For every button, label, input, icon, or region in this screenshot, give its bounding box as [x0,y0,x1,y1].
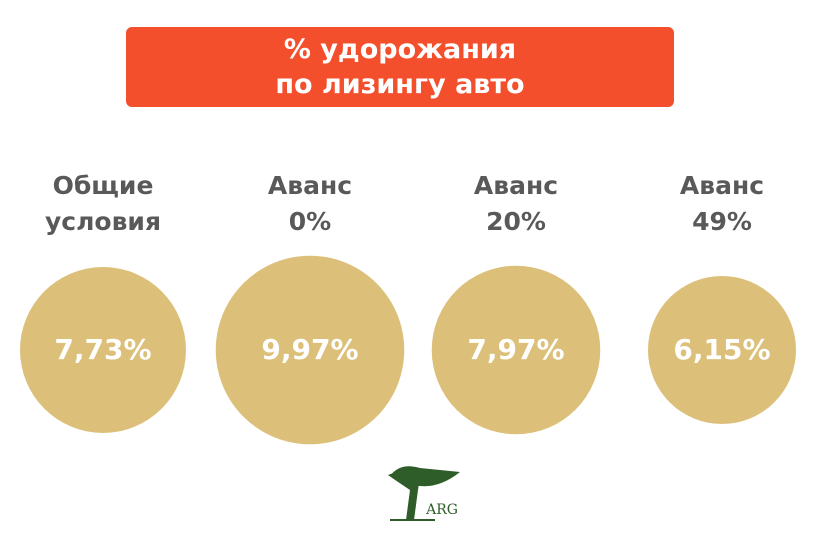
title-banner: % удорожания по лизингу авто [126,27,674,107]
bubble [431,265,601,435]
category-label: Общие условия [45,171,161,236]
category-label: Аванс 20% [473,171,559,236]
logo-text: ARG [425,502,458,518]
value-label: 7,97% [467,333,564,366]
bubble [20,267,186,433]
bubble [215,255,405,445]
value-label: 7,73% [54,333,151,366]
logo: ARG [388,466,460,521]
value-label: 6,15% [673,333,770,366]
category-label: Аванс 0% [267,171,353,236]
bubble [647,275,797,425]
value-label: 9,97% [261,333,358,366]
category-label: Аванс 49% [679,171,765,236]
